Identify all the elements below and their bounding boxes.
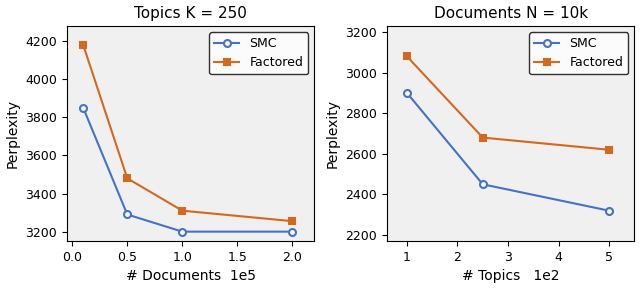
Y-axis label: Perplexity: Perplexity xyxy=(326,99,340,168)
Line: Factored: Factored xyxy=(80,41,296,225)
SMC xyxy=(124,213,131,216)
Line: SMC: SMC xyxy=(403,89,612,214)
Factored xyxy=(124,177,131,180)
Title: Topics K = 250: Topics K = 250 xyxy=(134,5,247,21)
Factored xyxy=(79,43,87,47)
SMC xyxy=(479,183,486,186)
Factored xyxy=(289,219,296,223)
SMC xyxy=(79,106,87,110)
Y-axis label: Perplexity: Perplexity xyxy=(6,99,20,168)
Line: SMC: SMC xyxy=(80,104,296,235)
SMC xyxy=(179,230,186,234)
SMC xyxy=(289,230,296,234)
X-axis label: # Topics   1e2: # Topics 1e2 xyxy=(462,269,559,284)
X-axis label: # Documents  1e5: # Documents 1e5 xyxy=(125,269,255,284)
SMC xyxy=(605,209,613,212)
Legend: SMC, Factored: SMC, Factored xyxy=(529,32,628,74)
Title: Documents N = 10k: Documents N = 10k xyxy=(433,5,588,21)
Factored xyxy=(605,148,613,151)
Factored xyxy=(479,136,486,139)
Factored xyxy=(403,55,411,58)
Legend: SMC, Factored: SMC, Factored xyxy=(209,32,308,74)
SMC xyxy=(403,91,411,95)
Factored xyxy=(179,209,186,212)
Line: Factored: Factored xyxy=(403,53,612,153)
